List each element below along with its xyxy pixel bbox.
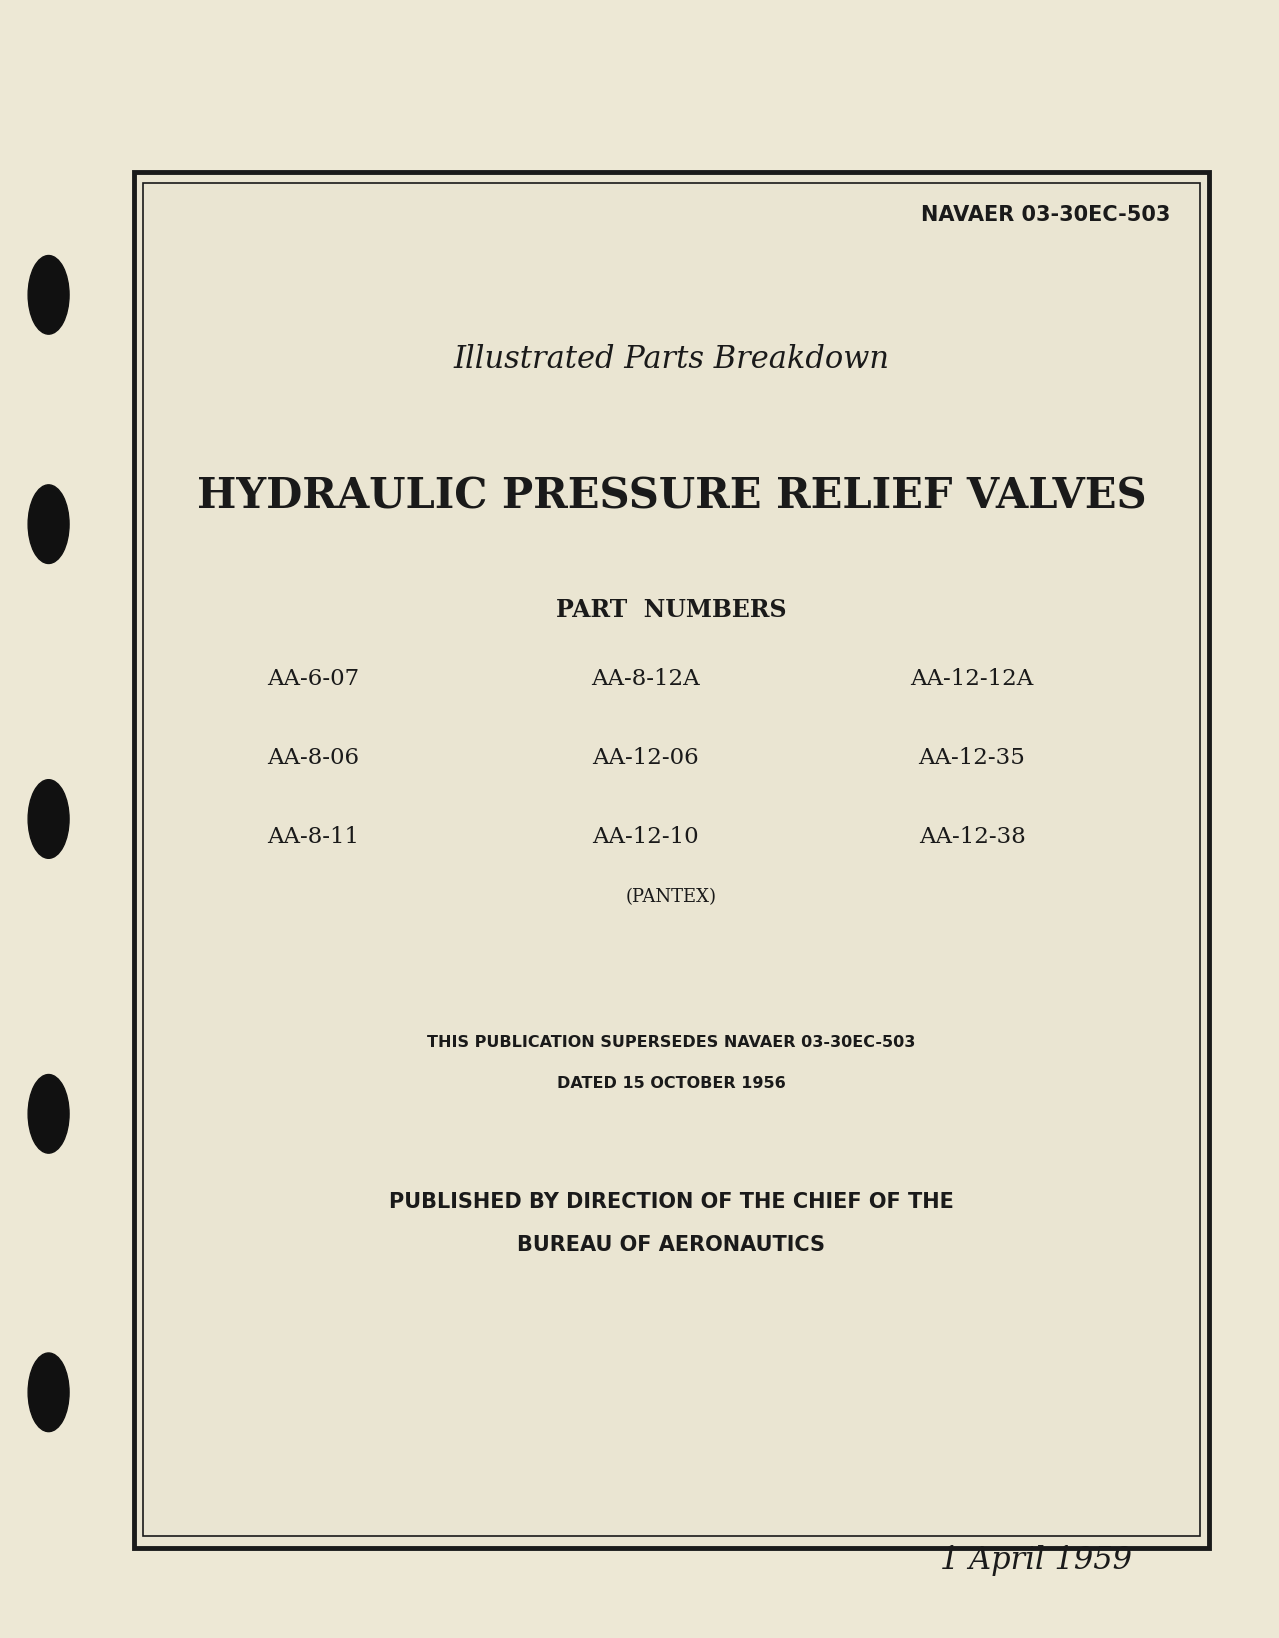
Text: HYDRAULIC PRESSURE RELIEF VALVES: HYDRAULIC PRESSURE RELIEF VALVES <box>197 475 1146 518</box>
Text: PART  NUMBERS: PART NUMBERS <box>556 598 787 622</box>
Text: AA-8-12A: AA-8-12A <box>592 668 700 690</box>
Text: BUREAU OF AERONAUTICS: BUREAU OF AERONAUTICS <box>518 1235 825 1255</box>
Text: AA-8-06: AA-8-06 <box>267 747 359 768</box>
Text: AA-6-07: AA-6-07 <box>267 668 359 690</box>
Text: AA-12-06: AA-12-06 <box>592 747 700 768</box>
Text: 1 April 1959: 1 April 1959 <box>940 1545 1132 1576</box>
Text: THIS PUBLICATION SUPERSEDES NAVAER 03-30EC-503: THIS PUBLICATION SUPERSEDES NAVAER 03-30… <box>427 1035 916 1050</box>
Ellipse shape <box>28 780 69 858</box>
Ellipse shape <box>28 1353 69 1432</box>
Text: AA-12-12A: AA-12-12A <box>911 668 1033 690</box>
Ellipse shape <box>28 1075 69 1153</box>
Text: AA-12-35: AA-12-35 <box>918 747 1026 768</box>
Text: (PANTEX): (PANTEX) <box>625 888 718 906</box>
Text: Illustrated Parts Breakdown: Illustrated Parts Breakdown <box>454 344 889 375</box>
Bar <box>143 183 1200 1536</box>
Text: NAVAER 03-30EC-503: NAVAER 03-30EC-503 <box>921 205 1170 224</box>
Text: AA-12-38: AA-12-38 <box>918 826 1026 847</box>
Text: AA-8-11: AA-8-11 <box>267 826 359 847</box>
Text: PUBLISHED BY DIRECTION OF THE CHIEF OF THE: PUBLISHED BY DIRECTION OF THE CHIEF OF T… <box>389 1192 954 1212</box>
Bar <box>134 172 1209 1548</box>
Ellipse shape <box>28 256 69 334</box>
Text: AA-12-10: AA-12-10 <box>592 826 700 847</box>
Ellipse shape <box>28 485 69 563</box>
Text: DATED 15 OCTOBER 1956: DATED 15 OCTOBER 1956 <box>558 1076 785 1091</box>
